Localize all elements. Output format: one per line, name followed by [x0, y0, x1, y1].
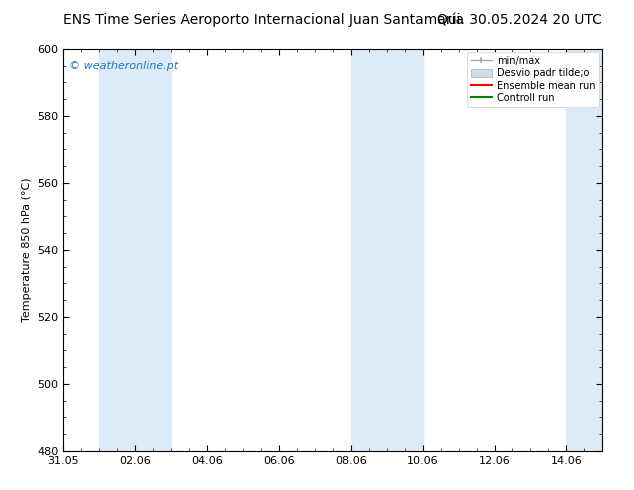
Text: Qui. 30.05.2024 20 UTC: Qui. 30.05.2024 20 UTC — [437, 12, 602, 26]
Text: © weatheronline.pt: © weatheronline.pt — [68, 61, 178, 71]
Text: ENS Time Series Aeroporto Internacional Juan Santamaría: ENS Time Series Aeroporto Internacional … — [63, 12, 465, 27]
Bar — [351, 49, 423, 451]
Bar — [566, 49, 602, 451]
Legend: min/max, Desvio padr tilde;o, Ensemble mean run, Controll run: min/max, Desvio padr tilde;o, Ensemble m… — [467, 52, 599, 107]
Bar — [100, 49, 171, 451]
Y-axis label: Temperature 850 hPa (°C): Temperature 850 hPa (°C) — [22, 177, 32, 322]
